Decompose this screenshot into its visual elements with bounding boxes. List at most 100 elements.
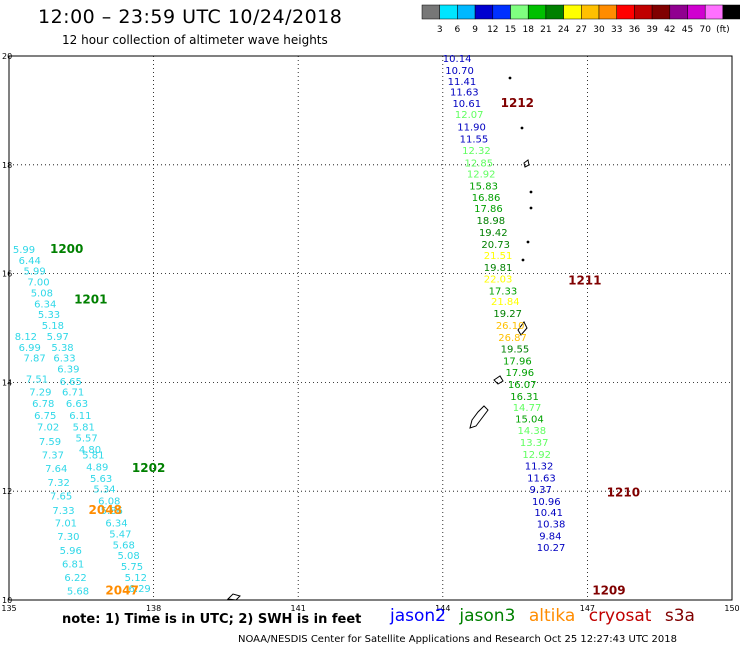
wave-height-value: 5.99 <box>23 267 45 278</box>
pass-time-label: 1210 <box>607 486 640 500</box>
legend-label: 36 <box>629 25 641 35</box>
lon-tick-label: 135 <box>1 604 16 613</box>
wave-height-value: 5.33 <box>38 310 60 321</box>
wave-height-value: 22.03 <box>484 274 513 285</box>
legend-label: 6 <box>455 25 461 35</box>
lat-tick-label: 10 <box>2 596 12 605</box>
wave-height-value: 10.38 <box>537 520 566 531</box>
wave-height-value: 6.22 <box>64 573 86 584</box>
units-note: note: 1) Time is in UTC; 2) SWH is in fe… <box>62 612 362 627</box>
wave-height-value: 17.33 <box>489 286 518 297</box>
island-dot <box>529 206 533 210</box>
wave-height-value: 14.77 <box>513 403 542 414</box>
wave-height-value: 5.96 <box>60 546 82 557</box>
color-legend: 3 6 9 12 15 18 21 24 27 30 33 36 39 42 45 70 (ft) <box>421 4 740 35</box>
wave-height-value: 17.96 <box>503 356 532 367</box>
wave-height-value: 6.99 <box>19 343 41 354</box>
legend-label: 30 <box>593 25 605 35</box>
page-title: 12:00 – 23:59 UTC 10/24/2018 <box>38 6 343 28</box>
wave-height-value: 5.97 <box>47 332 69 343</box>
lat-tick-label: 18 <box>2 161 12 170</box>
satellite-jason3: jason3 <box>459 606 516 626</box>
wave-height-value: 7.64 <box>45 464 67 475</box>
wave-height-value: 5.34 <box>93 484 115 495</box>
wave-height-value: 26.10 <box>496 321 525 332</box>
wave-height-value: 5.18 <box>42 321 64 332</box>
wave-height-value: 21.51 <box>484 251 513 262</box>
wave-height-value: 7.51 <box>26 374 48 385</box>
wave-height-value: 4.89 <box>86 463 108 474</box>
satellite-altika: altika <box>528 606 576 626</box>
wave-height-value: 4.80 <box>79 445 101 456</box>
wave-height-value: 19.55 <box>501 344 530 355</box>
footer-credit: NOAA/NESDIS Center for Satellite Applica… <box>238 634 677 645</box>
wave-height-value: 5.12 <box>125 573 147 584</box>
wave-height-value: 7.33 <box>52 506 74 517</box>
wave-height-value: 7.32 <box>48 478 70 489</box>
wave-height-value: 6.34 <box>105 519 127 530</box>
lon-tick-label: 141 <box>291 604 306 613</box>
wave-height-value: 11.55 <box>460 134 489 145</box>
wave-height-value: 19.42 <box>479 228 508 239</box>
pass-time-label: 1211 <box>568 273 601 287</box>
wave-height-value: 10.96 <box>532 497 561 508</box>
island-outline <box>226 593 241 601</box>
wave-height-value: 14.38 <box>518 426 547 437</box>
lat-tick-label: 20 <box>2 52 12 61</box>
island-outline <box>517 321 528 336</box>
wave-height-value: 20.73 <box>481 240 510 251</box>
wave-height-value: 17.96 <box>505 368 534 379</box>
satellite-cryosat: cryosat <box>588 606 652 626</box>
legend-label: 27 <box>576 25 587 35</box>
wave-height-value: 5.86 <box>101 506 123 517</box>
legend-label: 21 <box>540 25 551 35</box>
wave-height-value: 13.37 <box>520 438 549 449</box>
wave-height-value: 16.86 <box>472 193 501 204</box>
lon-tick-label: 147 <box>580 604 595 613</box>
wave-height-value: 7.87 <box>23 354 45 365</box>
island-dot <box>526 240 530 244</box>
island-dot <box>520 126 524 130</box>
wave-height-value: 26.87 <box>498 333 527 344</box>
wave-height-value: 5.81 <box>73 422 95 433</box>
island-outline <box>469 405 489 429</box>
pass-time-label: 1212 <box>501 96 534 110</box>
island-outline <box>523 159 530 168</box>
satellite-key: jason2 jason3 altika cryosat s3a <box>390 606 703 626</box>
wave-height-value: 6.11 <box>69 411 91 422</box>
wave-height-value: 10.14 <box>443 54 472 65</box>
wave-height-value: 7.02 <box>37 422 59 433</box>
wave-height-value: 7.59 <box>39 437 61 448</box>
wave-height-value: 6.29 <box>129 584 151 595</box>
wave-height-value: 10.61 <box>452 99 481 110</box>
wave-height-value: 5.68 <box>67 587 89 598</box>
wave-height-value: 6.78 <box>32 399 54 410</box>
wave-height-value: 6.44 <box>19 256 41 267</box>
satellite-s3a: s3a <box>664 606 695 626</box>
pass-time-label: 1202 <box>132 461 165 475</box>
wave-height-value: 5.38 <box>51 343 73 354</box>
wave-height-value: 11.90 <box>457 123 486 134</box>
pass-time-label: 1200 <box>50 242 83 256</box>
wave-height-value: 12.32 <box>462 146 491 157</box>
legend-label: 45 <box>682 25 693 35</box>
wave-height-value: 10.41 <box>534 508 563 519</box>
legend-swatch <box>722 4 740 20</box>
wave-height-value: 5.47 <box>109 529 131 540</box>
page-subtitle: 12 hour collection of altimeter wave hei… <box>62 33 328 47</box>
wave-height-value: 12.07 <box>455 110 484 121</box>
wave-height-value: 5.68 <box>113 540 135 551</box>
wave-height-value: 6.34 <box>34 299 56 310</box>
wave-height-value: 5.75 <box>121 562 143 573</box>
wave-height-value: 5.99 <box>13 245 35 256</box>
wave-height-value: 6.71 <box>62 387 84 398</box>
wave-height-value: 5.63 <box>90 474 112 485</box>
wave-height-value: 16.07 <box>508 380 537 391</box>
wave-height-value: 19.81 <box>484 263 513 274</box>
wave-height-value: 6.65 <box>60 377 82 388</box>
wave-height-value: 12.92 <box>522 450 551 461</box>
wave-height-value: 15.83 <box>469 181 498 192</box>
legend-label: 24 <box>558 25 570 35</box>
map-frame <box>8 55 733 601</box>
wave-height-value: 7.01 <box>55 519 77 530</box>
